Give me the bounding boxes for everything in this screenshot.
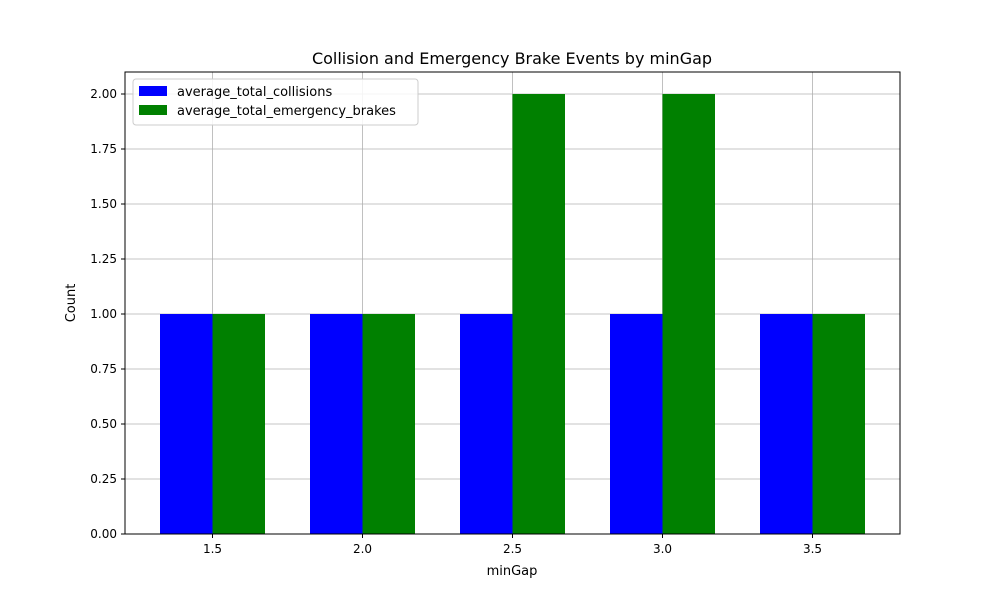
legend: average_total_collisions average_total_em… (132, 78, 419, 126)
x-tick-label: 2.5 (503, 542, 522, 556)
bar-average_total_collisions-3.5 (760, 314, 813, 534)
chart-title: Collision and Emergency Brake Events by … (312, 49, 712, 68)
bar-average_total_emergency_brakes-2.5 (512, 94, 565, 534)
legend-label-average_total_collisions: average_total_collisions (177, 85, 332, 100)
y-tick-label: 0.25 (90, 472, 117, 486)
legend-swatch-average_total_collisions (139, 86, 167, 96)
bar-average_total_collisions-1.5 (160, 314, 213, 534)
y-tick-label: 1.25 (90, 252, 117, 266)
y-tick-label: 2.00 (90, 87, 117, 101)
bar-average_total_emergency_brakes-2.0 (362, 314, 415, 534)
bar-average_total_emergency_brakes-1.5 (212, 314, 265, 534)
bar-average_total_collisions-3.0 (610, 314, 663, 534)
legend-label-average_total_emergency_brakes: average_total_emergency_brakes (177, 104, 396, 119)
x-tick-label: 3.0 (653, 542, 672, 556)
y-tick-label: 0.75 (90, 362, 117, 376)
y-axis-label: Count (64, 284, 79, 323)
legend-swatch-average_total_emergency_brakes (139, 105, 167, 115)
bar-average_total_collisions-2.5 (460, 314, 513, 534)
bars (160, 94, 865, 534)
y-tick-label: 1.00 (90, 307, 117, 321)
ticks: 1.5 2.0 2.5 3.0 3.5 0.00 0.25 0.50 0.75 1.00 1.25 1… (90, 87, 822, 556)
bar-average_total_collisions-2.0 (310, 314, 363, 534)
x-axis-label: minGap (487, 564, 538, 579)
y-tick-label: 1.75 (90, 142, 117, 156)
y-tick-label: 0.00 (90, 527, 117, 541)
x-tick-label: 1.5 (203, 542, 222, 556)
x-tick-label: 2.0 (353, 542, 372, 556)
y-tick-label: 0.50 (90, 417, 117, 431)
x-tick-label: 3.5 (803, 542, 822, 556)
legend-box (132, 78, 419, 126)
bar-average_total_emergency_brakes-3.5 (812, 314, 865, 534)
bar-average_total_emergency_brakes-3.0 (662, 94, 715, 534)
y-tick-label: 1.50 (90, 197, 117, 211)
